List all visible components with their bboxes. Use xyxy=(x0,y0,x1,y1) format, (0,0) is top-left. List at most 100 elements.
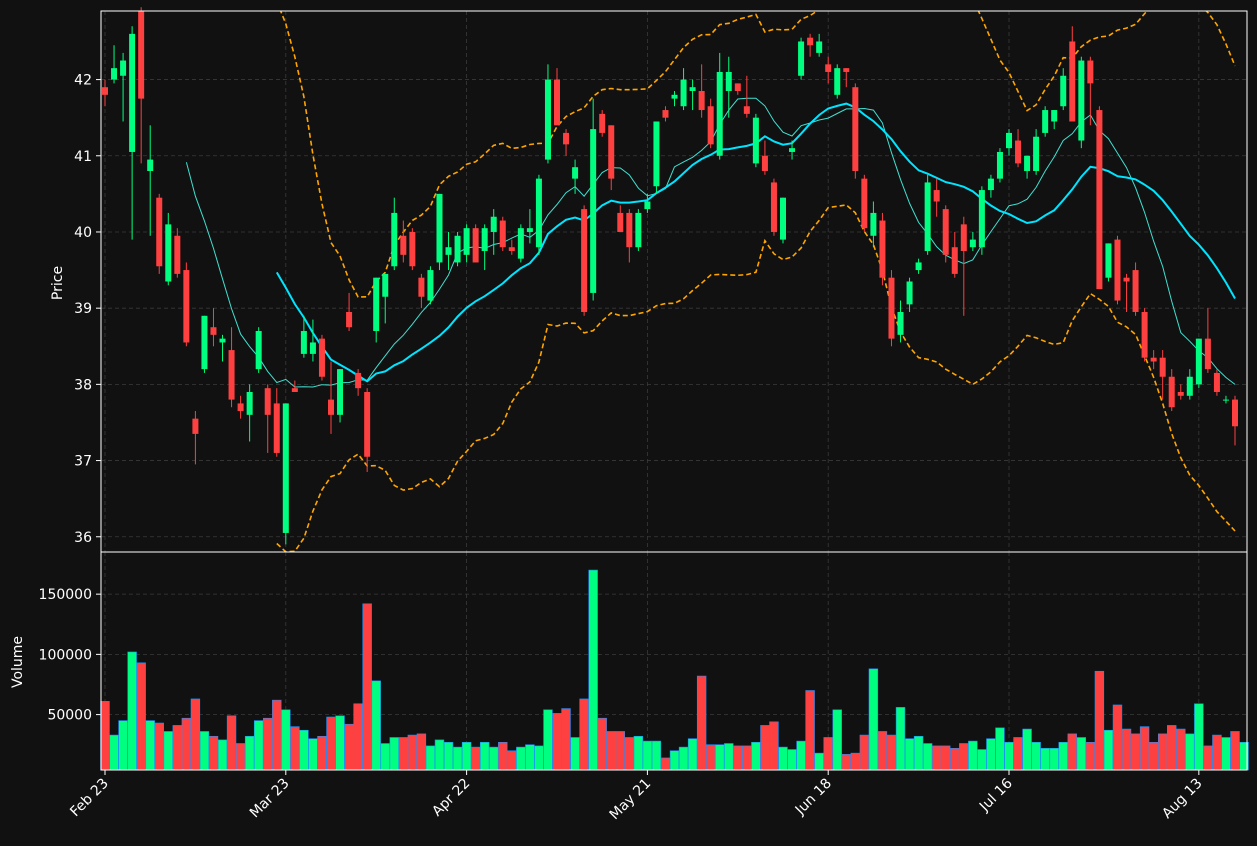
volume-bar xyxy=(669,750,680,771)
volume-bar xyxy=(832,709,842,771)
volume-bar xyxy=(760,725,770,771)
volume-bar xyxy=(190,698,201,771)
volume-bar xyxy=(244,735,255,771)
candle-body-down xyxy=(102,87,108,95)
candle-body-down xyxy=(318,338,325,377)
price-ytick-label: 37 xyxy=(74,454,92,470)
volume-bar xyxy=(479,741,490,771)
volume-bar xyxy=(109,734,119,771)
volume-bar xyxy=(163,731,173,771)
price-ytick-label: 38 xyxy=(74,377,92,393)
candle-body-down xyxy=(807,37,814,46)
candle-body-down xyxy=(472,228,479,263)
price-axis-label: Price xyxy=(50,266,66,300)
candle-body-up xyxy=(653,121,660,187)
candle-body-up xyxy=(798,41,805,76)
volume-bar xyxy=(913,735,924,771)
candle-body-up xyxy=(463,228,470,255)
candle-body-up xyxy=(1186,376,1193,396)
volume-bar xyxy=(805,690,815,771)
volume-bar xyxy=(886,734,897,771)
volume-bar xyxy=(931,745,942,771)
candle-body-up xyxy=(635,212,642,248)
volume-bar xyxy=(1013,737,1023,771)
volume-bar xyxy=(751,741,761,771)
candle-body-down xyxy=(355,372,362,389)
volume-bar xyxy=(498,741,508,771)
candle-body-down xyxy=(951,247,958,274)
candle-body-up xyxy=(1051,110,1058,122)
volume-bar xyxy=(660,757,671,771)
volume-bar xyxy=(1176,728,1186,771)
candle-body-down xyxy=(1087,60,1094,84)
candle-body-up xyxy=(490,216,497,232)
candle-body-down xyxy=(734,83,741,92)
candle-body-up xyxy=(1042,110,1049,133)
volume-bar xyxy=(733,745,743,771)
volume-bar xyxy=(778,746,788,771)
candle-body-up xyxy=(789,148,796,152)
candle-body-up xyxy=(391,212,398,267)
volume-panel: 50000 100000 150000 xyxy=(39,551,1249,771)
volume-bar xyxy=(452,746,463,771)
candle-body-up xyxy=(978,190,985,248)
candle-body-up xyxy=(915,262,922,271)
volume-bar xyxy=(1022,728,1032,771)
candle-body-down xyxy=(1015,140,1022,164)
volume-bar xyxy=(895,707,906,771)
volume-bar xyxy=(253,720,264,771)
candle-body-down xyxy=(626,212,633,248)
candle-body-up xyxy=(111,68,118,80)
candle-body-up xyxy=(255,331,262,370)
volume-bar xyxy=(1185,733,1195,771)
candle-body-down xyxy=(264,388,271,415)
volume-bar xyxy=(1167,725,1177,771)
candle-body-down xyxy=(1096,110,1103,290)
volume-bar xyxy=(642,740,653,771)
volume-bar xyxy=(1076,737,1087,771)
volume-bar xyxy=(796,740,806,771)
volume-bar xyxy=(100,701,110,771)
volume-bar xyxy=(687,738,698,771)
candle-body-down xyxy=(1177,391,1184,396)
volume-bar xyxy=(579,698,589,771)
candle-body-up xyxy=(526,228,533,232)
candle-body-up xyxy=(716,71,723,156)
candle-body-down xyxy=(156,197,163,267)
candle-body-up xyxy=(445,247,452,255)
volume-bar xyxy=(145,720,155,771)
candle-body-down xyxy=(707,106,714,145)
candle-body-down xyxy=(1213,372,1220,392)
candle-body-up xyxy=(246,391,253,415)
candle-body-up xyxy=(834,68,841,95)
volume-bar xyxy=(1040,748,1050,771)
candle-body-down xyxy=(508,247,515,252)
volume-bar xyxy=(624,737,635,771)
volume-bar xyxy=(398,737,409,771)
candle-body-up xyxy=(201,315,208,370)
volume-bar xyxy=(281,709,291,771)
candle-body-up xyxy=(454,235,461,263)
candle-body-up xyxy=(1195,338,1202,385)
volume-bar xyxy=(986,738,996,771)
volume-bar xyxy=(489,746,499,771)
volume-bar xyxy=(326,716,336,771)
volume-bar xyxy=(235,743,246,771)
candle-body-up xyxy=(1024,155,1031,172)
candle-body-down xyxy=(581,209,588,312)
candle-body-down xyxy=(1168,376,1175,408)
volume-bar xyxy=(389,737,399,771)
candle-body-down xyxy=(554,79,560,126)
candle-body-down xyxy=(192,418,199,434)
candle-body-down xyxy=(662,110,669,118)
volume-bar xyxy=(443,741,454,771)
volume-bar xyxy=(1121,728,1132,771)
volume-bar xyxy=(588,569,598,771)
volume-bar xyxy=(552,713,562,771)
candle-body-down xyxy=(409,231,416,267)
volume-bar xyxy=(868,668,879,771)
volume-bar xyxy=(127,651,137,771)
volume-bar xyxy=(136,662,146,771)
candle-body-down xyxy=(346,311,353,328)
candle-body-up xyxy=(590,129,597,293)
